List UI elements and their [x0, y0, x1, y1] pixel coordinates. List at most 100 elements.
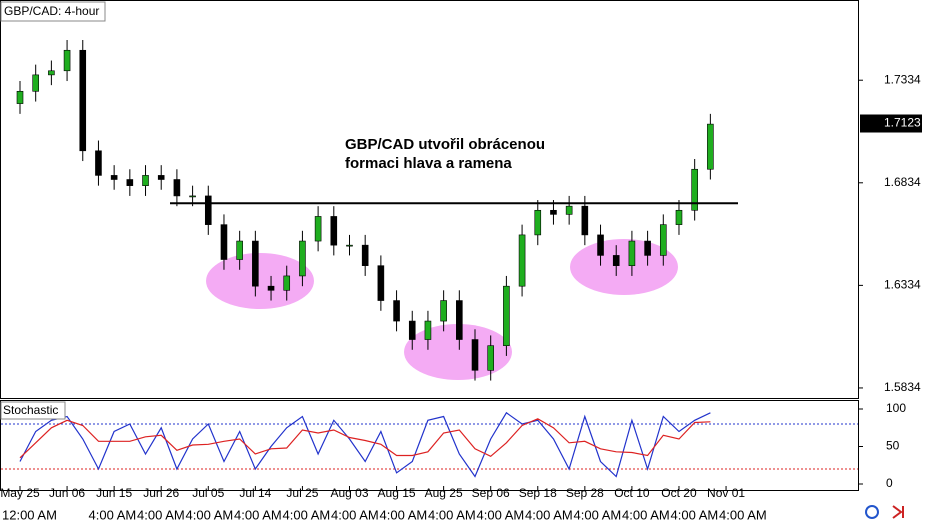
- candle-body: [157, 175, 165, 180]
- price-panel: [0, 0, 859, 399]
- stoch-title: Stochastic: [3, 403, 58, 417]
- candle-body: [126, 179, 134, 186]
- candle-body: [16, 90, 24, 104]
- candle-body: [612, 255, 620, 266]
- y-tick-label: 1.6834: [884, 175, 921, 189]
- toolbar-icons[interactable]: [865, 505, 904, 519]
- time-label: 4:00 AM: [574, 507, 622, 522]
- y-tick-label: 50: [886, 439, 900, 453]
- candle-body: [408, 320, 416, 340]
- candle-body: [581, 205, 589, 236]
- candle-body: [283, 275, 291, 291]
- candle-body: [565, 205, 573, 215]
- time-label: 12:00 AM: [2, 507, 57, 522]
- x-tick-label: Oct 10: [614, 486, 650, 500]
- candle-body: [189, 195, 196, 198]
- candle-body: [267, 285, 275, 291]
- last-price-box: [860, 114, 922, 133]
- time-label: 4:00 AM: [186, 507, 234, 522]
- candle-body: [644, 240, 651, 256]
- candle-body: [675, 209, 683, 225]
- x-tick-label: Sep 18: [519, 486, 557, 500]
- right-shoulder: [570, 239, 678, 295]
- time-label: 4:00 AM: [137, 507, 185, 522]
- candle-body: [252, 240, 259, 287]
- annotation: GBP/CAD utvořil obrácenou: [345, 136, 545, 153]
- candle-body: [597, 234, 604, 256]
- x-tick-label: Sep 06: [472, 486, 510, 500]
- x-tick-label: Oct 20: [661, 486, 697, 500]
- y-tick-label: 1.6334: [884, 278, 921, 292]
- candle-body: [456, 300, 463, 340]
- candle-body: [142, 175, 149, 186]
- time-label: 4:00 AM: [331, 507, 379, 522]
- candle-body: [299, 240, 306, 277]
- candle-body: [518, 234, 526, 287]
- candle-body: [173, 179, 181, 197]
- candle-body: [48, 70, 55, 76]
- candle-body: [707, 123, 714, 170]
- scroll-icon[interactable]: [892, 505, 904, 519]
- candle-body: [550, 209, 557, 215]
- candle-body: [110, 175, 118, 180]
- x-tick-label: Aug 03: [330, 486, 368, 500]
- candle-body: [424, 320, 432, 340]
- candle-body: [393, 300, 400, 322]
- stoch-title-box: [0, 401, 66, 420]
- time-label: 4:00 AM: [428, 507, 476, 522]
- x-tick-label: Aug 15: [378, 486, 416, 500]
- candle-body: [236, 240, 243, 260]
- time-label: 4:00 AM: [89, 507, 137, 522]
- candle-body: [79, 49, 87, 152]
- candle-body: [691, 168, 698, 211]
- candle-body: [440, 300, 447, 322]
- time-label: 4:00 AM: [525, 507, 573, 522]
- x-tick-label: Jul 14: [239, 486, 271, 500]
- candle-body: [204, 195, 212, 225]
- x-tick-label: Sep 28: [566, 486, 604, 500]
- x-tick-label: May 25: [0, 486, 40, 500]
- x-tick-label: Jul 05: [192, 486, 224, 500]
- y-tick-label: 1.7334: [884, 72, 921, 86]
- annotation: formaci hlava a ramena: [345, 155, 512, 172]
- x-tick-label: Jun 06: [49, 486, 85, 500]
- time-label: 4:00 AM: [477, 507, 525, 522]
- y-tick-label: 0: [886, 476, 893, 490]
- candle-body: [314, 216, 322, 242]
- candle-body: [220, 224, 228, 260]
- title-box: [0, 1, 106, 22]
- candle-body: [330, 216, 338, 246]
- time-label: 4:00 AM: [283, 507, 331, 522]
- left-shoulder: [206, 253, 314, 309]
- last-price-label: 1.7123: [884, 116, 921, 130]
- stochastic-line: [19, 418, 711, 459]
- time-label: 4:00 AM: [671, 507, 719, 522]
- y-tick-label: 100: [886, 401, 906, 415]
- candle-body: [503, 285, 510, 346]
- candle-body: [659, 224, 667, 256]
- x-tick-label: Jul 25: [286, 486, 318, 500]
- x-tick-label: Jun 15: [96, 486, 132, 500]
- link-icon[interactable]: [865, 505, 879, 519]
- stochastic-panel: [0, 400, 859, 491]
- x-tick-label: Jun 26: [143, 486, 179, 500]
- candle-body: [32, 74, 39, 92]
- time-label: 4:00 AM: [234, 507, 282, 522]
- x-tick-label: Nov 01: [707, 486, 745, 500]
- x-tick-label: Aug 25: [425, 486, 463, 500]
- candle-body: [346, 244, 353, 247]
- y-tick-label: 1.5834: [884, 380, 921, 394]
- candle-body: [628, 240, 636, 266]
- candle-body: [361, 244, 369, 266]
- time-label: 4:00 AM: [380, 507, 428, 522]
- candle-body: [534, 209, 542, 236]
- chart-title: GBP/CAD: 4-hour: [4, 4, 99, 18]
- candle-body: [63, 49, 71, 72]
- time-label: 4:00 AM: [719, 507, 767, 522]
- candle-body: [95, 150, 102, 176]
- candle-body: [471, 339, 479, 371]
- candle-body: [377, 265, 385, 301]
- candle-body: [487, 345, 495, 371]
